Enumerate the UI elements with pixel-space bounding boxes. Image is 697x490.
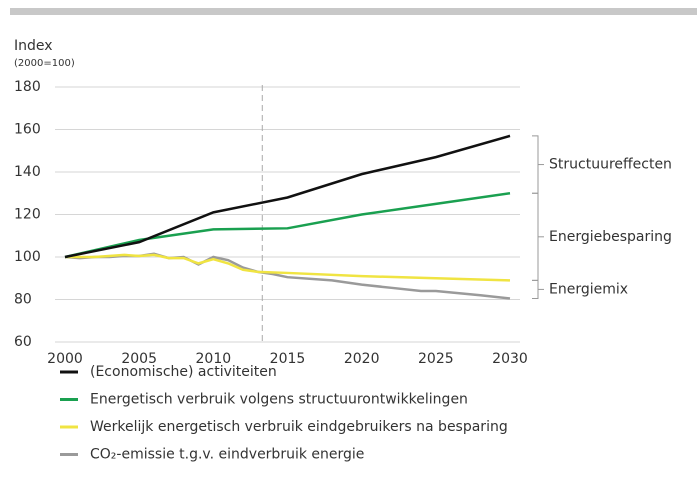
bracket	[532, 192, 539, 281]
y-tick-label: 180	[14, 79, 41, 95]
x-tick-label: 2020	[344, 351, 380, 367]
x-tick-label: 2015	[270, 351, 306, 367]
y-tick-label: 140	[14, 164, 41, 180]
y-label: Index	[14, 38, 53, 54]
legend-label: Werkelijk energetisch verbruik eindgebru…	[90, 419, 508, 435]
legend-label: Energetisch verbruik volgens structuuron…	[90, 392, 468, 408]
bracket-label: Structuureffecten	[549, 157, 672, 173]
y-sublabel: (2000=100)	[14, 58, 75, 69]
x-tick-label: 2025	[418, 351, 454, 367]
y-tick-label: 120	[14, 207, 41, 223]
series-line	[64, 192, 511, 259]
y-tick-label: 160	[14, 122, 41, 138]
bracket	[532, 279, 539, 299]
series-line	[64, 252, 511, 300]
y-tick-label: 100	[14, 249, 41, 265]
legend-label: CO₂-emissie t.g.v. eindverbruik energie	[90, 447, 364, 463]
top-bar	[10, 8, 697, 15]
x-tick-label: 2005	[121, 351, 157, 367]
y-tick-label: 80	[14, 292, 32, 308]
legend-label: (Economische) activiteiten	[90, 364, 277, 380]
series-line	[65, 253, 511, 282]
series-line	[64, 134, 511, 259]
bracket-label: Energiemix	[549, 281, 628, 297]
x-tick-label: 2010	[196, 351, 232, 367]
x-tick-label: 2030	[492, 351, 528, 367]
bracket-label: Energiebesparing	[549, 229, 672, 245]
bracket	[532, 135, 539, 194]
y-tick-label: 60	[14, 334, 32, 350]
x-tick-label: 2000	[47, 351, 83, 367]
